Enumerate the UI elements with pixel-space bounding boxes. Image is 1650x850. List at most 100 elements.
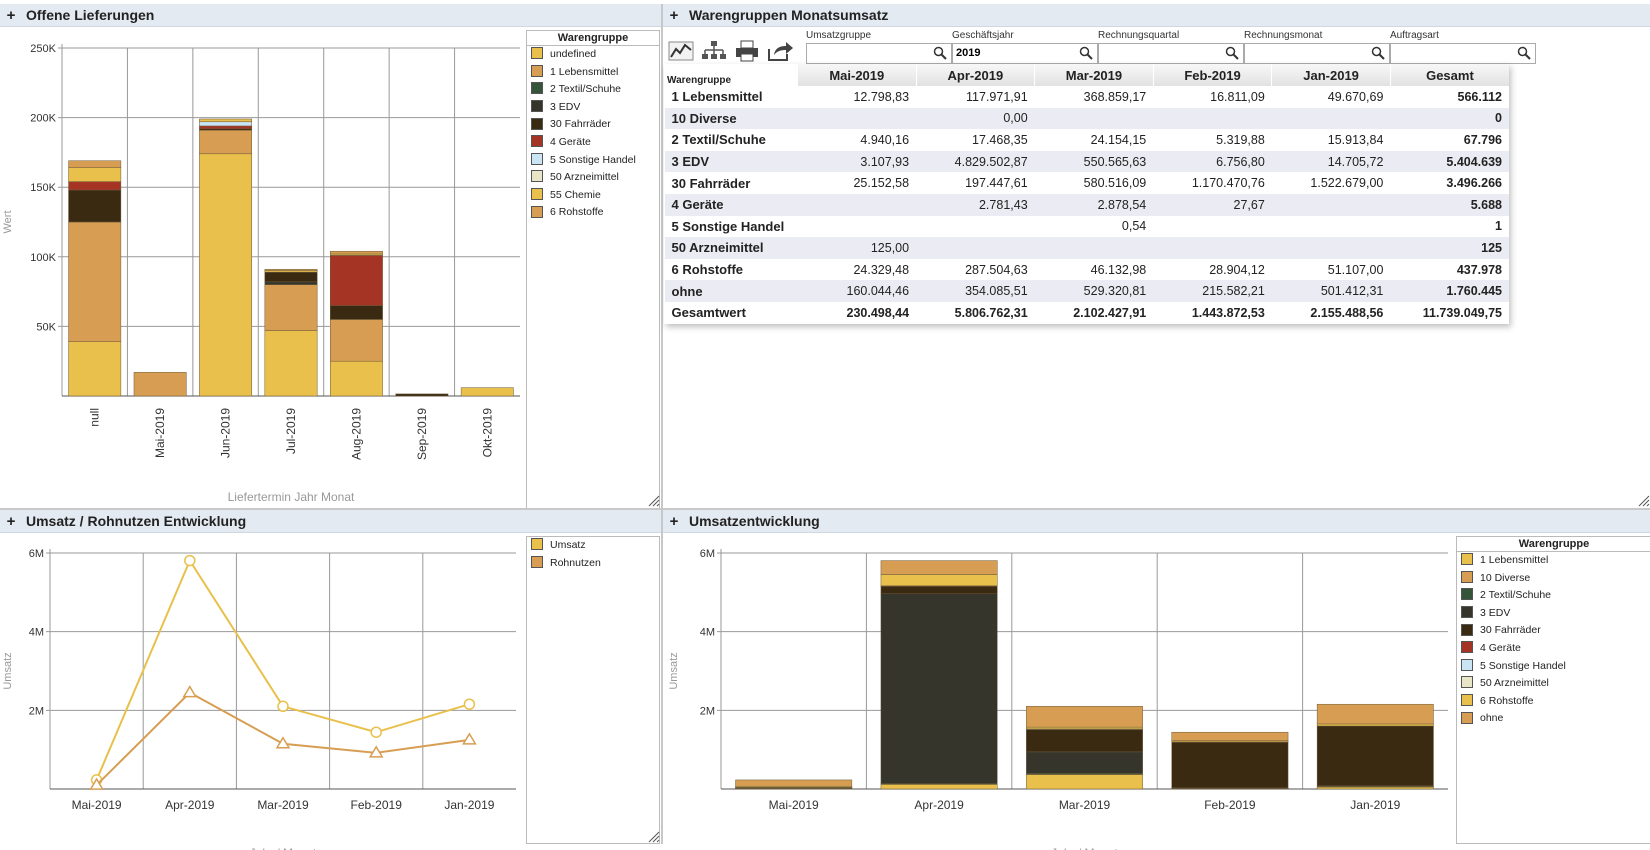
column-header-feb-2019[interactable]: Feb-2019: [1152, 64, 1272, 86]
legend-item-3-edv[interactable]: 3 EDV: [527, 99, 659, 117]
bar-segment-30-fahrr-der[interactable]: [1026, 728, 1143, 753]
bar-segment-6-rohstoffe[interactable]: [880, 574, 998, 587]
table-row[interactable]: 2 Textil/Schuhe 4.940,16 17.468,35 24.154,1…: [664, 129, 1509, 151]
hierarchy-icon[interactable]: [700, 39, 728, 63]
legend-item-4-ger-te[interactable]: 4 Geräte: [1457, 640, 1650, 658]
legend-item-5-sonstige-handel[interactable]: 5 Sonstige Handel: [527, 152, 659, 170]
bar-segment-undefined[interactable]: [460, 387, 514, 397]
table-row[interactable]: 1 Lebensmittel 12.798,83 117.971,91 368.859…: [664, 86, 1509, 108]
legend-item-55-chemie[interactable]: 55 Chemie: [527, 187, 659, 205]
point-umsatz[interactable]: [184, 554, 196, 567]
bar-segment-1-lebensmittel[interactable]: [1026, 774, 1143, 790]
filter-input[interactable]: [807, 44, 928, 61]
bar-segment-55-chemie[interactable]: [199, 118, 252, 123]
bar-segment-30-fahrr-der[interactable]: [330, 305, 383, 320]
bar-segment-4-ger-te[interactable]: [199, 125, 252, 129]
legend-item-50-arzneimittel[interactable]: 50 Arzneimittel: [1457, 675, 1650, 693]
table-row[interactable]: 10 Diverse 0,00 0: [664, 107, 1509, 130]
legend-item-3-edv[interactable]: 3 EDV: [1457, 605, 1650, 623]
panel-divider[interactable]: [661, 4, 663, 844]
bar-segment-1-lebensmittel[interactable]: [330, 319, 383, 362]
legend-item-1-lebensmittel[interactable]: 1 Lebensmittel: [527, 64, 659, 82]
legend-item-50-arzneimittel[interactable]: 50 Arzneimittel: [527, 169, 659, 187]
table-row[interactable]: 4 Geräte 2.781,43 2.878,54 27,67 5.688: [664, 193, 1509, 216]
search-icon[interactable]: [1371, 46, 1385, 60]
table-row[interactable]: ohne 160.044,46 354.085,51 529.320,81 215.58…: [664, 280, 1509, 302]
legend-item-6-rohstoffe[interactable]: 6 Rohstoffe: [1457, 693, 1650, 711]
table-row[interactable]: 5 Sonstige Handel 0,54 1: [664, 215, 1509, 238]
legend-item-10-diverse[interactable]: 10 Diverse: [1457, 570, 1650, 588]
bar-segment-30-fahrr-der[interactable]: [1316, 725, 1434, 787]
bar-segment-30-fahrr-der[interactable]: [880, 585, 998, 594]
bar-segment-6-rohstoffe[interactable]: [1026, 726, 1143, 730]
bar-segment-30-fahrr-der[interactable]: [68, 189, 122, 223]
table-row[interactable]: 6 Rohstoffe 24.329,48 287.504,63 46.132,98 2…: [664, 258, 1509, 281]
expand-icon[interactable]: +: [6, 513, 16, 530]
legend-item-30-fahrr-der[interactable]: 30 Fahrräder: [527, 116, 659, 134]
legend-item-ohne[interactable]: ohne: [1457, 710, 1650, 728]
bar-segment-1-lebensmittel[interactable]: [68, 221, 122, 342]
bar-segment-4-ger-te[interactable]: [330, 255, 383, 306]
column-header-gesamt[interactable]: Gesamt: [1389, 64, 1509, 86]
bar-segment-ohne[interactable]: [1026, 706, 1143, 728]
bar-segment-1-lebensmittel[interactable]: [264, 284, 318, 331]
legend-item-rohnutzen[interactable]: Rohnutzen: [527, 555, 659, 573]
expand-icon[interactable]: +: [6, 7, 16, 24]
legend-item-2-textil-schuhe[interactable]: 2 Textil/Schuhe: [527, 81, 659, 99]
bar-segment-undefined[interactable]: [199, 153, 252, 397]
bar-segment-30-fahrr-der[interactable]: [1171, 741, 1289, 789]
bar-segment-55-chemie[interactable]: [68, 167, 122, 182]
point-rohnutzen[interactable]: [462, 732, 477, 745]
bar-segment-1-lebensmittel[interactable]: [133, 372, 187, 397]
table-row[interactable]: 3 EDV 3.107,93 4.829.502,87 550.565,63 6.756…: [664, 150, 1509, 173]
search-icon[interactable]: [1517, 46, 1531, 60]
bar-segment-30-fahrr-der[interactable]: [264, 271, 318, 283]
search-icon[interactable]: [933, 46, 947, 60]
bar-segment-3-edv[interactable]: [264, 281, 318, 285]
legend-item-30-fahrr-der[interactable]: 30 Fahrräder: [1457, 622, 1650, 640]
bar-segment-undefined[interactable]: [330, 360, 383, 397]
bar-segment-1-lebensmittel[interactable]: [880, 784, 998, 790]
column-header-apr-2019[interactable]: Apr-2019: [915, 64, 1035, 86]
resize-handle-icon[interactable]: [648, 831, 660, 843]
legend-item-umsatz[interactable]: Umsatz: [527, 537, 659, 555]
bar-segment-4-ger-te[interactable]: [68, 181, 122, 191]
legend-item-5-sonstige-handel[interactable]: 5 Sonstige Handel: [1457, 658, 1650, 676]
expand-icon[interactable]: +: [669, 513, 679, 530]
bar-segment-5-sonstige-handel[interactable]: [199, 121, 252, 127]
search-icon[interactable]: [1079, 46, 1093, 60]
line-chart-icon[interactable]: [667, 39, 695, 63]
share-icon[interactable]: [766, 39, 794, 63]
legend-item-1-lebensmittel[interactable]: 1 Lebensmittel: [1457, 552, 1650, 570]
table-row[interactable]: 50 Arzneimittel 125,00 125: [664, 237, 1509, 259]
legend-item-6-rohstoffe[interactable]: 6 Rohstoffe: [527, 204, 659, 222]
bar-segment-ohne[interactable]: [735, 779, 853, 787]
legend-item-undefined[interactable]: undefined: [527, 46, 659, 64]
table-row[interactable]: 30 Fahrräder 25.152,58 197.447,61 580.516,0…: [664, 172, 1509, 194]
bar-segment-1-lebensmittel[interactable]: [199, 129, 252, 155]
bar-segment-3-edv[interactable]: [880, 593, 998, 784]
bar-segment-ohne[interactable]: [1171, 731, 1289, 741]
point-rohnutzen[interactable]: [275, 736, 291, 749]
bar-segment-30-fahrr-der[interactable]: [395, 393, 449, 397]
legend-item-2-textil-schuhe[interactable]: 2 Textil/Schuhe: [1457, 587, 1650, 605]
legend-item-4-ger-te[interactable]: 4 Geräte: [527, 134, 659, 152]
print-icon[interactable]: [733, 39, 761, 63]
bar-segment-ohne[interactable]: [1316, 703, 1434, 725]
column-header-mar-2019[interactable]: Mar-2019: [1034, 64, 1154, 86]
point-rohnutzen[interactable]: [368, 745, 384, 758]
bar-segment-undefined[interactable]: [264, 330, 318, 397]
panel-divider[interactable]: [0, 508, 1650, 510]
column-header-jan-2019[interactable]: Jan-2019: [1271, 64, 1391, 86]
bar-segment-1-lebensmittel[interactable]: [1316, 786, 1434, 790]
filter-input[interactable]: [953, 44, 1074, 61]
bar-segment-3-edv[interactable]: [1026, 751, 1143, 774]
column-header-mai-2019[interactable]: Mai-2019: [797, 64, 917, 86]
search-icon[interactable]: [1225, 46, 1239, 60]
expand-icon[interactable]: +: [669, 7, 679, 24]
bar-segment-6-rohstoffe[interactable]: [330, 250, 383, 255]
point-rohnutzen[interactable]: [89, 777, 104, 790]
point-umsatz[interactable]: [370, 726, 382, 738]
bar-segment-ohne[interactable]: [880, 560, 998, 575]
filter-input[interactable]: [1391, 44, 1512, 61]
